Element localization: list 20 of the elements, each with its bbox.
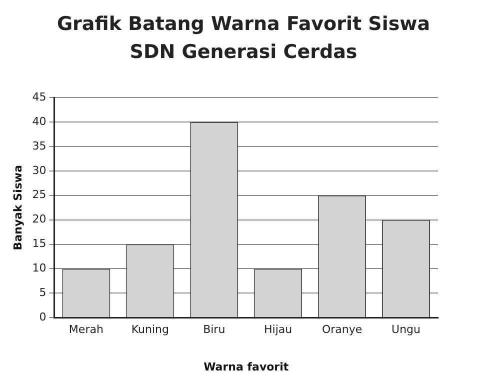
x-tick-label: Ungu xyxy=(392,323,421,336)
y-tick-label: 40 xyxy=(32,114,46,128)
x-tick-label: Oranye xyxy=(322,323,362,336)
y-tick-label: 45 xyxy=(32,90,46,104)
x-tick-label: Merah xyxy=(68,323,104,336)
x-tick-label: Biru xyxy=(203,323,226,336)
y-tick-label: 5 xyxy=(39,286,46,300)
y-tick-label: 30 xyxy=(32,164,46,177)
x-tick-label: Hijau xyxy=(264,323,292,336)
y-tick-label: 15 xyxy=(32,237,46,250)
y-tick-label: 20 xyxy=(32,212,46,226)
x-axis-title: Warna favorit xyxy=(204,360,289,374)
y-tick-label: 10 xyxy=(32,262,46,275)
y-tick-label: 25 xyxy=(32,188,46,202)
y-tick-label: 35 xyxy=(32,139,46,152)
y-tick-label: 0 xyxy=(39,310,46,324)
chart-subtitle: SDN Generasi Cerdas xyxy=(128,40,358,65)
y-axis-title: Banyak Siswa xyxy=(11,165,24,250)
chart-title: Grafik Batang Warna Favorit Siswa xyxy=(56,12,432,37)
x-tick-label: Kuning xyxy=(131,323,169,336)
